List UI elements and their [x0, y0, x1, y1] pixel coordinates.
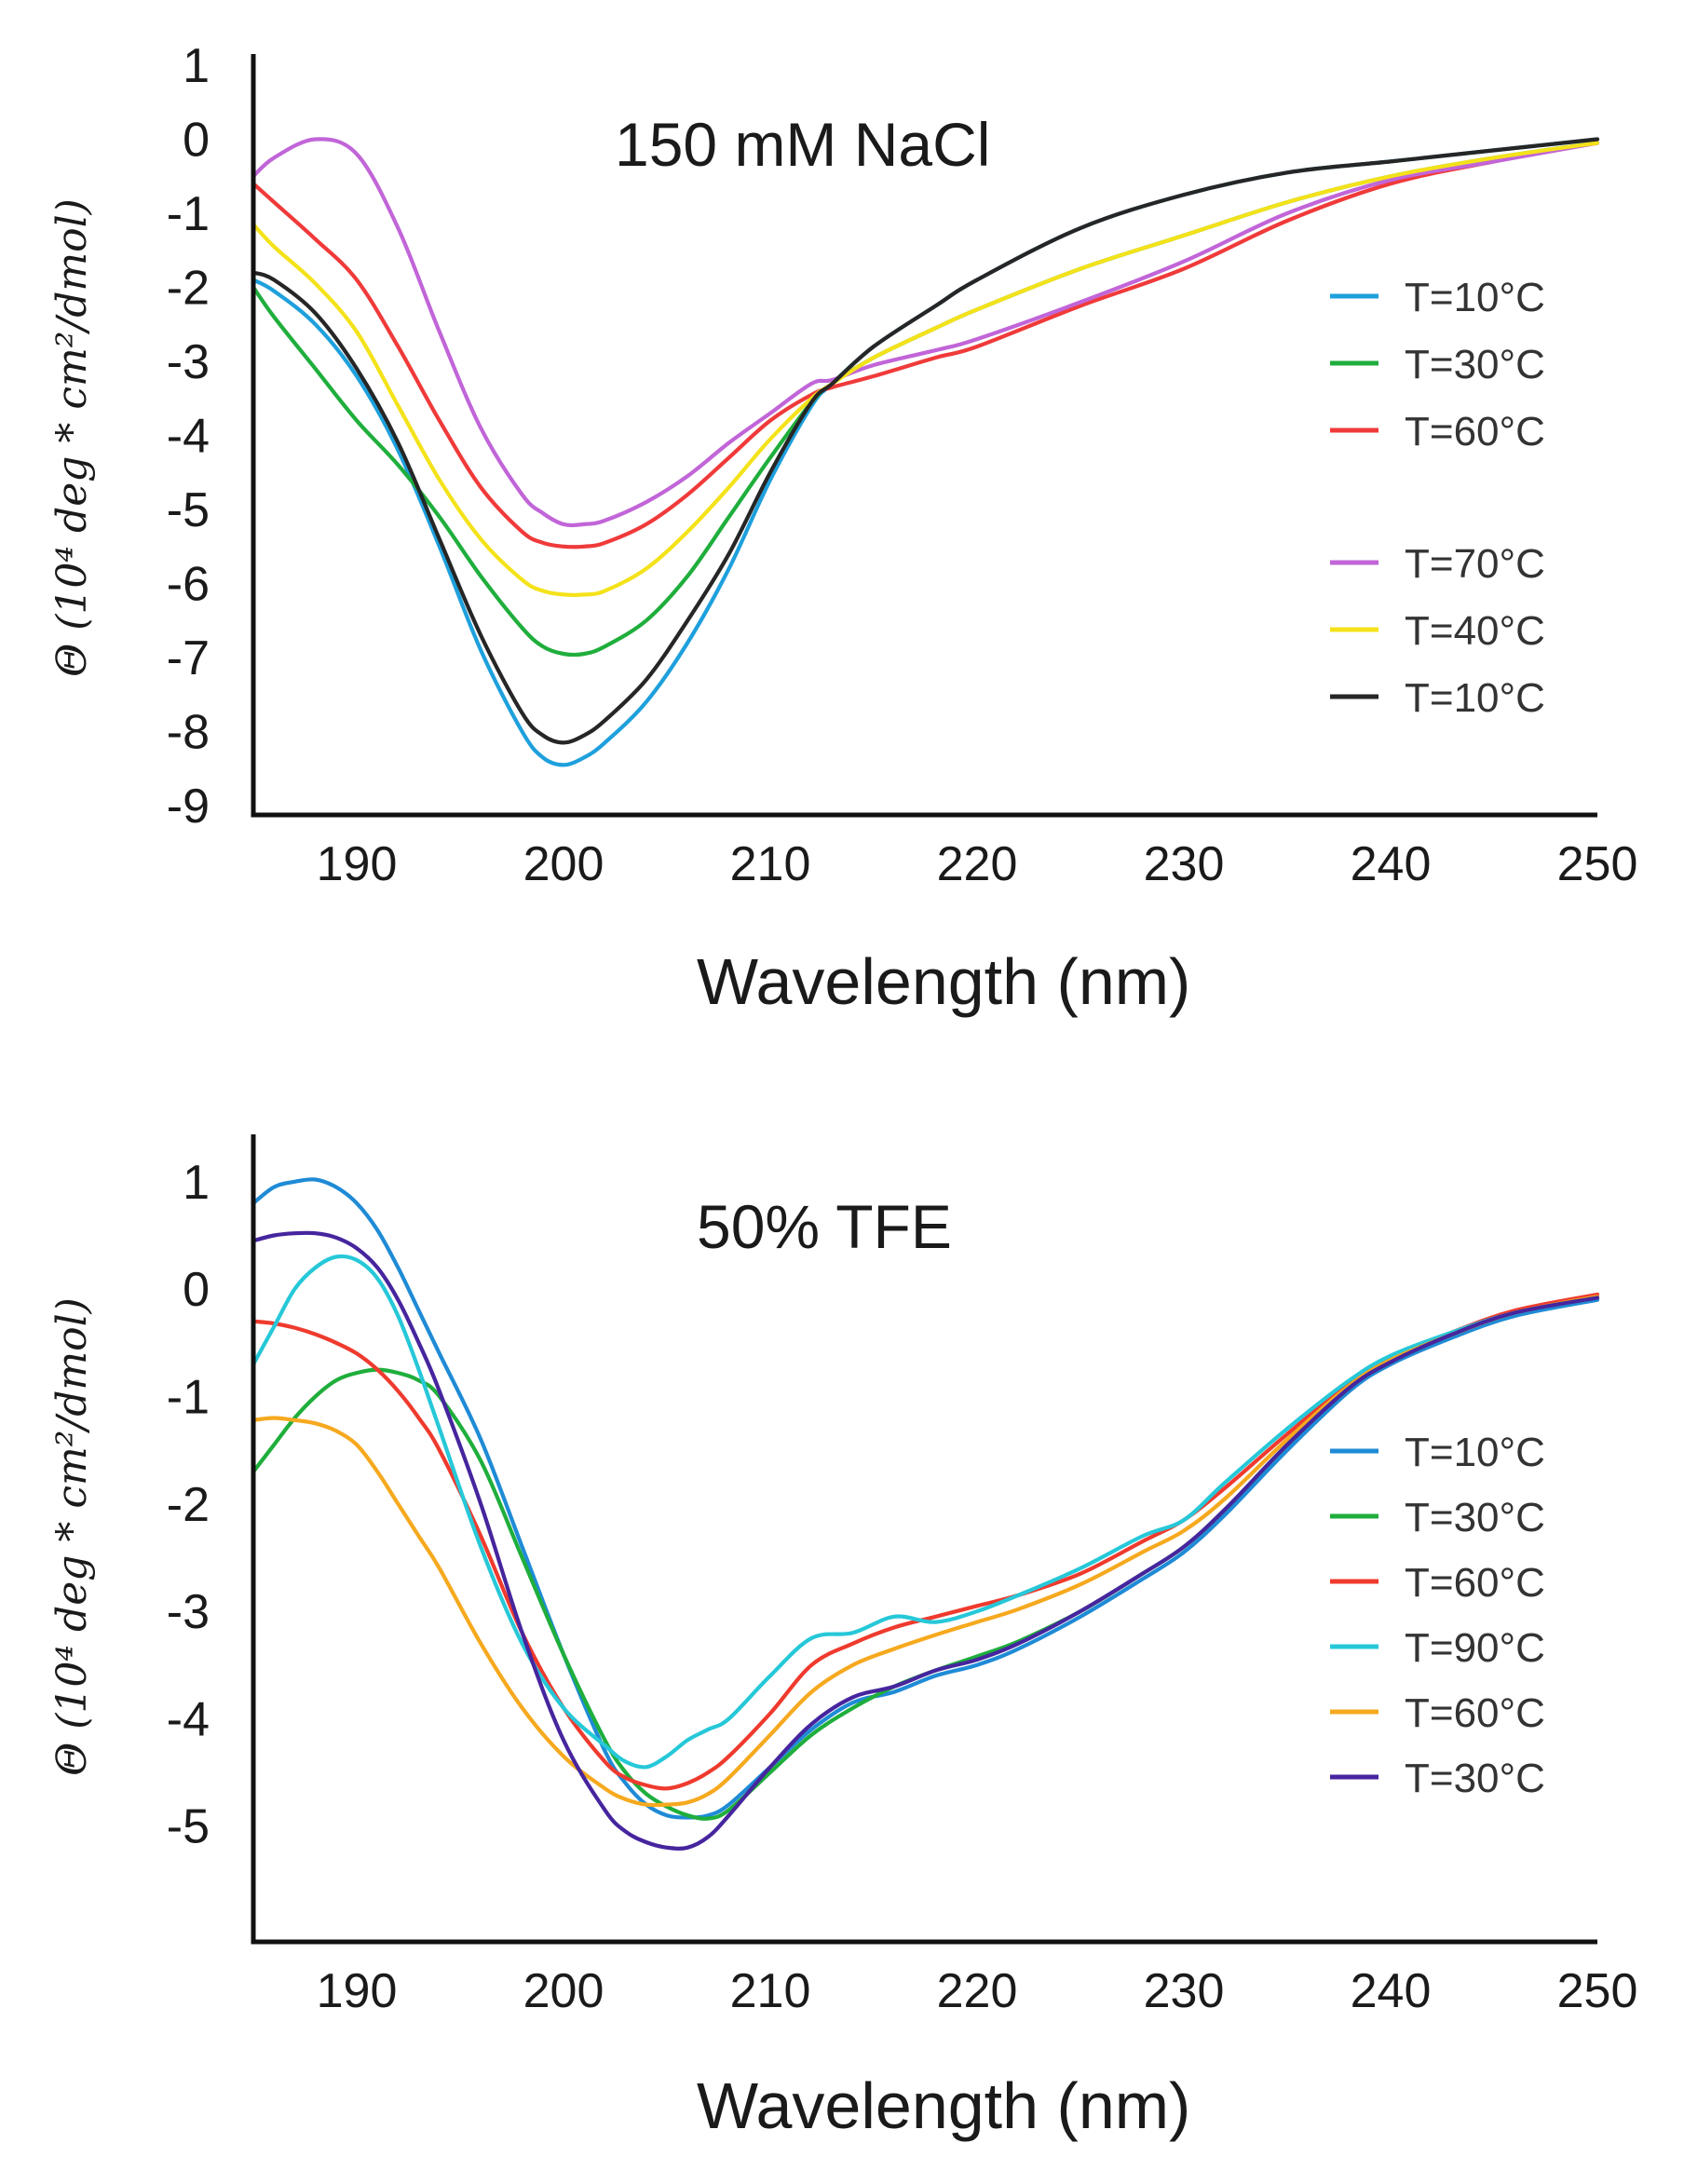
series-line-4: [251, 137, 1600, 528]
legend: T=10°C T=30°C T=60°C T=90°C T=60°C T=30°C: [1330, 1430, 1545, 1801]
x-tick-label: 210: [730, 837, 811, 891]
x-tick-label: 220: [937, 1964, 1018, 2018]
axis-lines: [251, 54, 1597, 818]
x-tick-label: 230: [1144, 1964, 1225, 2018]
y-tick-label: 1: [183, 39, 210, 93]
series-line-4: [251, 1254, 1600, 1770]
series-line-1: [251, 1177, 1600, 1820]
series-line-6: [251, 137, 1600, 745]
y-tick-label: -2: [167, 1478, 210, 1532]
series-line-1: [251, 137, 1600, 767]
panel-tfe: 1 0 -1 -2 -3 -4 -5 190 200 210 220 230 240 250 50% T…: [48, 1134, 1637, 2142]
panel-nacl: 1 0 -1 -2 -3 -4 -5 -6 -7 -8 -9 190 200 210 220 230 240 2…: [48, 39, 1637, 1018]
chart-title: 150 mM NaCl: [615, 110, 990, 179]
x-tick-label: 190: [317, 1964, 398, 2018]
y-tick-label: -8: [167, 706, 210, 760]
series-line-6: [251, 1230, 1600, 1851]
legend-label-1: T=10°C: [1405, 1430, 1545, 1475]
x-tick-label: 210: [730, 1964, 811, 2018]
legend-label-1: T=10°C: [1405, 275, 1545, 320]
x-tick-label: 240: [1351, 837, 1432, 891]
y-tick-label: -2: [167, 262, 210, 316]
y-tick-label: -5: [167, 1800, 210, 1854]
legend-label-6: T=30°C: [1405, 1756, 1545, 1801]
legend-label-4: T=70°C: [1405, 541, 1545, 587]
y-axis-label: Θ (10⁴ deg * cm²/dmol): [48, 1297, 96, 1776]
legend-label-3: T=60°C: [1405, 1560, 1545, 1606]
y-tick-label: -5: [167, 483, 210, 537]
x-tick-label: 250: [1557, 837, 1638, 891]
y-tick-label: 0: [183, 1263, 210, 1317]
legend-label-5: T=40°C: [1405, 608, 1545, 654]
y-tick-label: -9: [167, 780, 210, 834]
legend: T=10°C T=30°C T=60°C T=70°C T=40°C T=10°C: [1330, 275, 1545, 721]
x-tick-label: 200: [523, 1964, 604, 2018]
x-tick-label: 220: [937, 837, 1018, 891]
y-tick-label: -1: [167, 187, 210, 241]
y-tick-label: -3: [167, 335, 210, 389]
series-line-2: [251, 1295, 1600, 1821]
y-tick-label: -1: [167, 1370, 210, 1424]
series-line-5: [251, 1295, 1600, 1808]
legend-label-4: T=90°C: [1405, 1625, 1545, 1671]
x-tick-labels: 190 200 210 220 230 240 250: [317, 837, 1638, 891]
y-tick-label: 0: [183, 114, 210, 168]
x-axis-label: Wavelength (nm): [697, 2069, 1190, 2142]
series-line-3: [251, 1292, 1600, 1791]
x-tick-label: 240: [1351, 1964, 1432, 2018]
y-tick-labels: 1 0 -1 -2 -3 -4 -5 -6 -7 -8 -9: [167, 39, 210, 834]
x-tick-label: 190: [317, 837, 398, 891]
legend-label-2: T=30°C: [1405, 342, 1545, 387]
legend-label-3: T=60°C: [1405, 409, 1545, 454]
series-line-5: [251, 141, 1600, 598]
y-axis-label: Θ (10⁴ deg * cm²/dmol): [48, 198, 96, 677]
y-tick-label: -3: [167, 1585, 210, 1639]
plot-curves: [251, 137, 1600, 767]
legend-label-6: T=10°C: [1405, 675, 1545, 721]
x-tick-label: 200: [523, 837, 604, 891]
y-tick-label: -6: [167, 558, 210, 612]
y-tick-label: -4: [167, 410, 210, 464]
legend-label-5: T=60°C: [1405, 1690, 1545, 1736]
axis-lines: [251, 1134, 1597, 1945]
plot-curves: [251, 1177, 1600, 1851]
x-axis-label: Wavelength (nm): [697, 945, 1190, 1018]
chart-title: 50% TFE: [697, 1192, 952, 1261]
legend-label-2: T=30°C: [1405, 1495, 1545, 1540]
y-tick-label: 1: [183, 1156, 210, 1210]
y-tick-label: -4: [167, 1692, 210, 1746]
y-tick-labels: 1 0 -1 -2 -3 -4 -5: [167, 1156, 210, 1854]
x-tick-label: 250: [1557, 1964, 1638, 2018]
x-tick-labels: 190 200 210 220 230 240 250: [317, 1964, 1638, 2018]
x-tick-label: 230: [1144, 837, 1225, 891]
series-line-3: [251, 141, 1600, 549]
y-tick-label: -7: [167, 631, 210, 685]
